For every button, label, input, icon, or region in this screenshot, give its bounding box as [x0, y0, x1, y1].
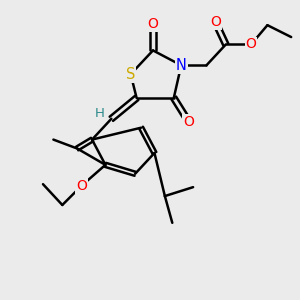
Text: N: N — [176, 58, 187, 73]
Text: S: S — [126, 67, 135, 82]
Text: O: O — [183, 115, 194, 129]
Text: O: O — [76, 179, 87, 193]
Text: O: O — [246, 38, 256, 52]
Text: O: O — [210, 15, 221, 29]
Text: O: O — [148, 17, 158, 31]
Text: H: H — [95, 107, 105, 120]
